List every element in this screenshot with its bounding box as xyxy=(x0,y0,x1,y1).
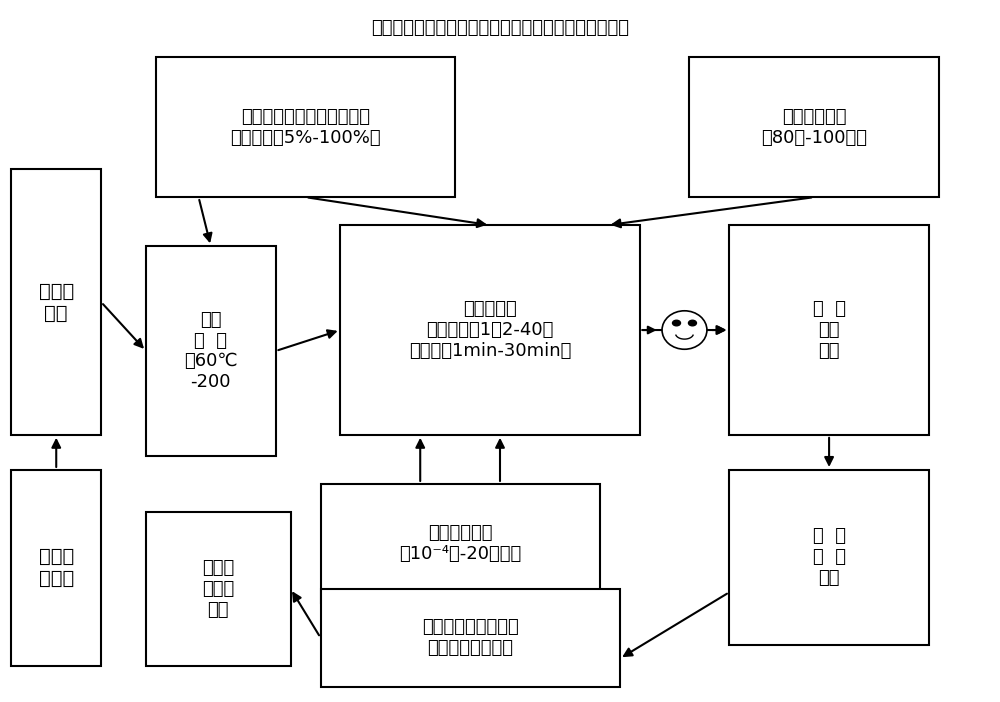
FancyBboxPatch shape xyxy=(146,246,276,456)
FancyBboxPatch shape xyxy=(320,589,620,687)
FancyBboxPatch shape xyxy=(156,58,455,197)
Text: 预热
水  槽
（60℃
-200: 预热 水 槽 （60℃ -200 xyxy=(184,311,238,391)
Text: 微波辐射加热系统（系统所
需总能量的5%-100%）: 微波辐射加热系统（系统所 需总能量的5%-100%） xyxy=(230,108,381,147)
Text: 浓缩、干燥、（真空
低温浓缩与干燥）: 浓缩、干燥、（真空 低温浓缩与干燥） xyxy=(422,618,518,657)
FancyBboxPatch shape xyxy=(11,169,101,435)
Text: 水质净
化系统: 水质净 化系统 xyxy=(39,548,74,588)
Ellipse shape xyxy=(662,311,707,350)
FancyBboxPatch shape xyxy=(146,512,291,665)
Text: 压力控制系统
（10⁻⁴帕-20兆帕）: 压力控制系统 （10⁻⁴帕-20兆帕） xyxy=(399,524,521,563)
FancyBboxPatch shape xyxy=(729,225,929,435)
FancyBboxPatch shape xyxy=(729,470,929,644)
Text: 萃  取
液  收
集、: 萃 取 液 收 集、 xyxy=(813,527,846,587)
Text: 微波辐射亚临界水法提取生物质（互花米草）活性成分: 微波辐射亚临界水法提取生物质（互花米草）活性成分 xyxy=(371,19,629,37)
FancyBboxPatch shape xyxy=(320,484,600,603)
Text: 净水蓄
水槽: 净水蓄 水槽 xyxy=(39,282,74,322)
Text: 成品检
验包装
系统: 成品检 验包装 系统 xyxy=(202,559,234,618)
FancyBboxPatch shape xyxy=(689,58,939,197)
FancyBboxPatch shape xyxy=(340,225,640,435)
Circle shape xyxy=(688,320,696,326)
Text: 物料萃取系
（料水比为1：2-40）
（时间：1min-30min）: 物料萃取系 （料水比为1：2-40） （时间：1min-30min） xyxy=(409,300,571,360)
Text: 物料加入系统
（80目-100目）: 物料加入系统 （80目-100目） xyxy=(761,108,867,147)
Text: 物  料
冷却
系统: 物 料 冷却 系统 xyxy=(813,300,846,360)
FancyBboxPatch shape xyxy=(11,470,101,665)
Circle shape xyxy=(673,320,680,326)
